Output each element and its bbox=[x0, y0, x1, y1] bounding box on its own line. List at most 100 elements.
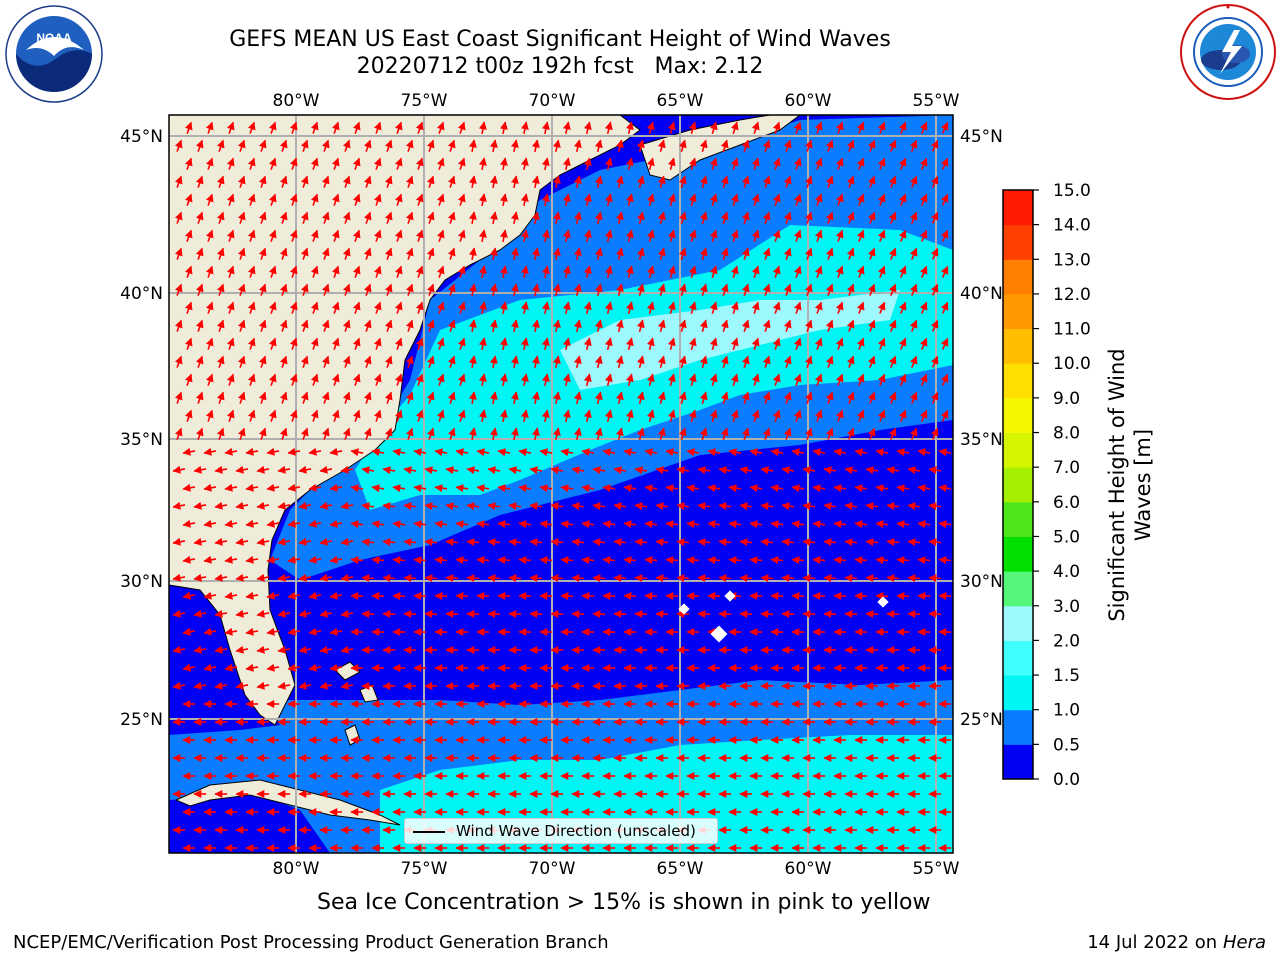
wave-direction-arrow bbox=[371, 484, 385, 493]
wave-direction-arrow bbox=[783, 355, 792, 368]
wave-direction-arrow bbox=[636, 175, 645, 189]
wave-direction-arrow bbox=[193, 501, 207, 510]
colorbar-tick-label: 14.0 bbox=[1053, 216, 1091, 236]
map-plot-area bbox=[169, 115, 953, 853]
wave-direction-arrow bbox=[476, 448, 490, 457]
wave-direction-arrow bbox=[657, 283, 666, 296]
wave-direction-arrow bbox=[888, 319, 897, 332]
noaa-logo-text: NOAA bbox=[36, 31, 72, 45]
wave-direction-arrow bbox=[531, 211, 540, 225]
wave-direction-arrow bbox=[623, 520, 637, 529]
wave-direction-arrow bbox=[310, 229, 319, 242]
chart-title: GEFS MEAN US East Coast Significant Heig… bbox=[229, 27, 891, 52]
wave-direction-arrow bbox=[741, 211, 750, 224]
wave-direction-arrow bbox=[676, 574, 690, 583]
wave-direction-arrow bbox=[604, 157, 613, 171]
wave-direction-arrow bbox=[268, 229, 277, 242]
wave-direction-arrow bbox=[604, 265, 613, 279]
wave-direction-arrow bbox=[329, 447, 343, 456]
wave-direction-arrow bbox=[518, 448, 532, 457]
wave-direction-arrow bbox=[667, 373, 676, 386]
wave-direction-arrow bbox=[415, 121, 424, 134]
wave-direction-arrow bbox=[604, 121, 613, 135]
wave-direction-arrow bbox=[392, 556, 406, 565]
wave-direction-arrow bbox=[279, 175, 288, 188]
wave-direction-arrow bbox=[373, 409, 382, 422]
wave-direction-arrow bbox=[720, 175, 729, 188]
wave-direction-arrow bbox=[321, 139, 330, 152]
wave-direction-arrow bbox=[867, 211, 876, 224]
wave-direction-arrow bbox=[384, 319, 393, 332]
colorbar-segment bbox=[1003, 605, 1033, 641]
wave-direction-arrow bbox=[867, 175, 876, 188]
wave-direction-arrow bbox=[770, 520, 784, 529]
wave-direction-arrow bbox=[886, 538, 900, 547]
wave-direction-arrow bbox=[216, 283, 225, 296]
latitude-label: 45°N bbox=[120, 127, 163, 147]
wave-direction-arrow bbox=[888, 427, 897, 440]
wave-direction-arrow bbox=[363, 391, 372, 404]
wave-direction-arrow bbox=[298, 501, 312, 510]
wave-direction-arrow bbox=[707, 592, 721, 601]
wave-direction-arrow bbox=[287, 519, 301, 528]
wave-direction-arrow bbox=[457, 373, 466, 386]
wave-direction-arrow bbox=[646, 409, 655, 422]
wave-direction-arrow bbox=[793, 337, 802, 350]
wave-direction-arrow bbox=[594, 391, 603, 405]
wave-direction-arrow bbox=[772, 409, 781, 422]
wave-direction-arrow bbox=[928, 466, 942, 475]
wave-direction-arrow bbox=[256, 501, 270, 510]
wave-direction-arrow bbox=[762, 247, 771, 260]
wave-direction-arrow bbox=[823, 466, 837, 475]
wave-direction-arrow bbox=[940, 409, 949, 422]
wave-direction-arrow bbox=[520, 157, 529, 171]
wave-direction-arrow bbox=[216, 175, 225, 188]
wave-direction-arrow bbox=[403, 538, 417, 547]
wave-direction-arrow bbox=[352, 121, 361, 134]
wave-direction-arrow bbox=[930, 319, 939, 332]
wave-direction-arrow bbox=[468, 355, 477, 369]
wave-direction-arrow bbox=[940, 337, 949, 350]
legend-line-sample bbox=[413, 831, 445, 833]
wave-direction-arrow bbox=[394, 337, 403, 350]
wave-direction-arrow bbox=[342, 211, 351, 224]
wave-direction-arrow bbox=[205, 121, 214, 134]
wave-direction-arrow bbox=[625, 373, 634, 387]
wave-direction-arrow bbox=[655, 538, 669, 547]
latitude-label: 30°N bbox=[960, 572, 1003, 592]
wave-direction-arrow bbox=[279, 139, 288, 152]
wave-direction-arrow bbox=[751, 409, 760, 422]
wave-direction-arrow bbox=[938, 556, 952, 565]
wave-direction-arrow bbox=[268, 301, 277, 314]
wave-direction-arrow bbox=[686, 556, 700, 565]
wave-direction-arrow bbox=[928, 502, 942, 511]
wave-direction-arrow bbox=[665, 484, 679, 493]
wave-direction-arrow bbox=[445, 502, 459, 511]
wave-direction-arrow bbox=[300, 247, 309, 260]
wave-direction-arrow bbox=[667, 121, 676, 134]
wave-direction-arrow bbox=[930, 427, 939, 440]
wave-direction-arrow bbox=[182, 519, 196, 528]
wave-direction-arrow bbox=[907, 538, 921, 547]
wave-direction-arrow bbox=[898, 373, 907, 386]
wave-direction-arrow bbox=[644, 448, 658, 457]
wave-direction-arrow bbox=[562, 229, 571, 243]
wave-direction-arrow bbox=[854, 484, 868, 493]
wave-direction-arrow bbox=[592, 502, 606, 511]
wave-direction-arrow bbox=[415, 193, 424, 206]
wave-direction-arrow bbox=[478, 337, 487, 351]
wave-direction-arrow bbox=[907, 502, 921, 511]
wave-direction-arrow bbox=[447, 391, 456, 404]
wave-direction-arrow bbox=[804, 211, 813, 224]
wave-direction-arrow bbox=[342, 391, 351, 404]
wave-direction-arrow bbox=[623, 448, 637, 457]
wave-direction-arrow bbox=[928, 538, 942, 547]
wave-direction-arrow bbox=[791, 448, 805, 457]
wave-direction-arrow bbox=[678, 427, 687, 440]
longitude-label: 70°W bbox=[529, 859, 576, 879]
wave-direction-arrow bbox=[583, 193, 592, 207]
wave-direction-arrow bbox=[434, 448, 448, 457]
wave-direction-arrow bbox=[310, 337, 319, 350]
longitude-label: 60°W bbox=[785, 91, 832, 111]
